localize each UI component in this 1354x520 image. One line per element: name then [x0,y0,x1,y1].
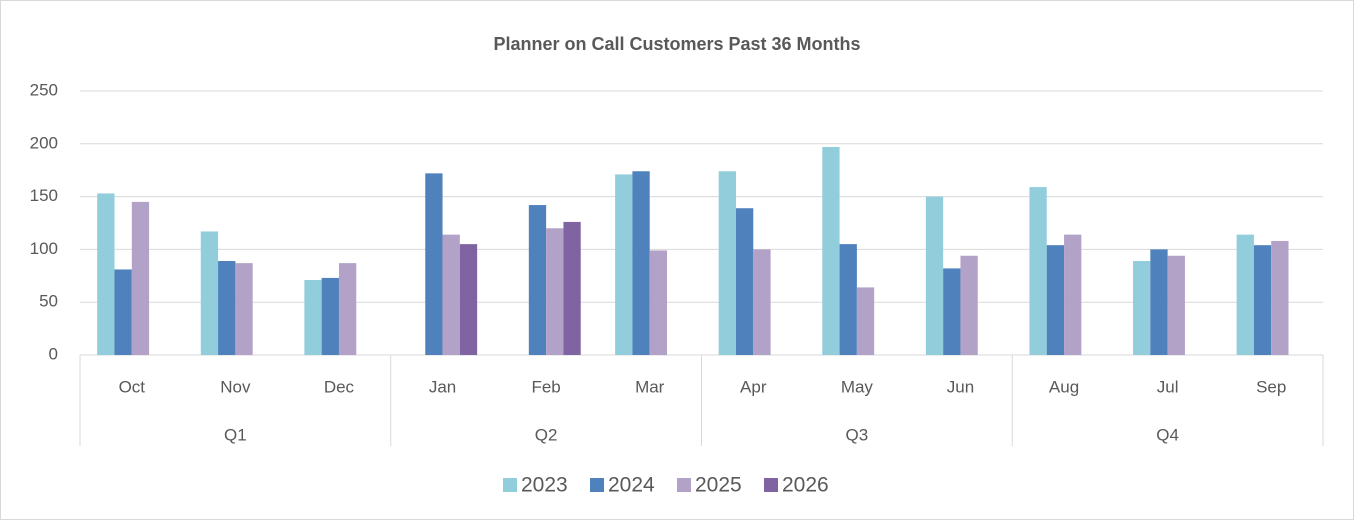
bar [735,208,754,355]
bar [200,231,219,355]
bar [1029,187,1047,355]
chart-title: Planner on Call Customers Past 36 Months [493,34,860,54]
bar [632,171,650,355]
legend-swatch [677,478,691,492]
group-label: Q4 [1156,425,1179,444]
bar [563,221,581,355]
bar [649,250,668,355]
x-tick-label: Sep [1256,377,1286,396]
bar [1253,245,1272,355]
y-tick-label: 200 [30,133,58,152]
bar [235,263,253,355]
bar [1133,261,1151,355]
x-tick-label: Dec [324,377,355,396]
x-tick-label: May [841,377,874,396]
group-label: Q2 [535,425,558,444]
x-tick-label: Jun [947,377,974,396]
bar [338,263,357,355]
group-label: Q3 [846,425,869,444]
bar [97,193,115,355]
y-tick-label: 50 [39,292,58,311]
bar [943,268,961,355]
x-tick-label: Apr [740,377,767,396]
bar [528,205,547,355]
legend-label: 2025 [695,474,742,497]
bar [718,171,736,355]
legend-label: 2026 [782,474,829,497]
x-tick-label: Jan [429,377,456,396]
bar [1271,240,1289,355]
bar [1150,249,1168,355]
x-tick-label: Aug [1049,377,1079,396]
x-tick-label: Feb [531,377,560,396]
x-tick-label: Mar [635,377,665,396]
legend-swatch [764,478,778,492]
bar [218,261,236,355]
x-tick-label: Jul [1157,377,1179,396]
x-tick-label: Oct [119,377,146,396]
bar [1064,234,1082,355]
bar [1046,245,1065,355]
bar [1236,234,1254,355]
y-tick-label: 0 [49,344,58,363]
legend-label: 2024 [608,474,655,497]
bar [114,269,132,355]
bar [960,255,978,355]
bar [425,173,443,355]
bar [822,146,840,355]
x-tick-label: Nov [220,377,251,396]
bar [839,244,857,355]
bar [615,174,633,355]
bar [304,280,322,355]
legend-swatch [503,478,517,492]
group-label: Q1 [224,425,247,444]
legend-label: 2023 [521,474,568,497]
y-tick-label: 150 [30,186,58,205]
bar [131,201,150,355]
legend-swatch [590,478,604,492]
bar [753,249,771,355]
y-tick-label: 100 [30,239,58,258]
bar [442,234,460,355]
bar [1167,255,1185,355]
y-tick-label: 250 [30,80,58,99]
bar [546,228,564,355]
bar [321,277,339,355]
bar [925,196,944,355]
bar [459,244,478,355]
bar [856,287,875,355]
